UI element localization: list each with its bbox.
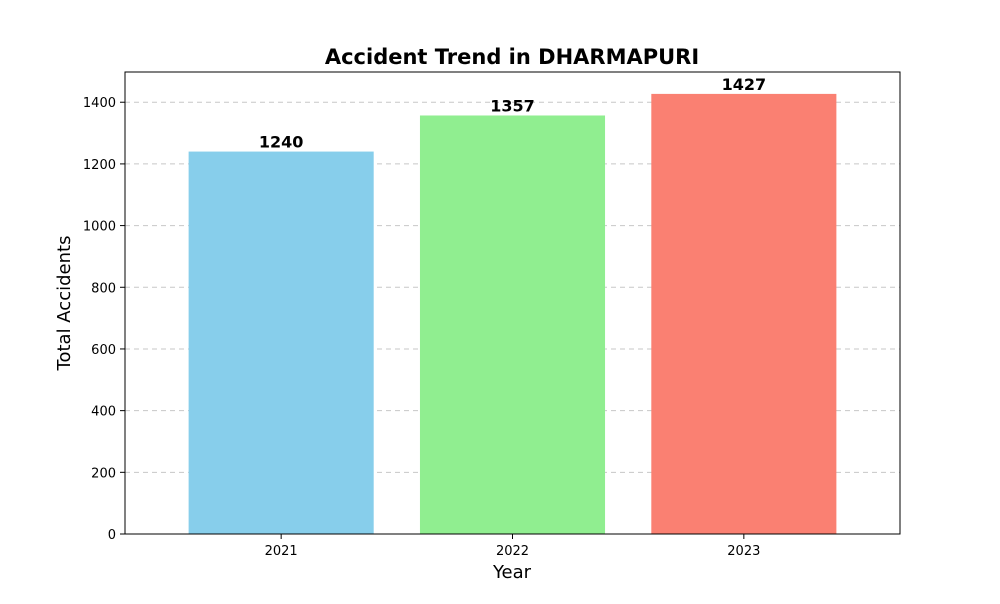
x-tick-label: 2021 xyxy=(265,544,298,559)
chart-title: Accident Trend in DHARMAPURI xyxy=(325,45,699,69)
value-label: 1357 xyxy=(490,96,535,115)
value-label: 1240 xyxy=(259,133,304,152)
y-tick-label: 1000 xyxy=(83,220,116,235)
y-tick-label: 600 xyxy=(91,343,116,358)
bars xyxy=(188,93,837,535)
y-tick-label: 800 xyxy=(91,281,116,296)
x-tick-label: 2022 xyxy=(496,544,529,559)
bar-2023 xyxy=(651,93,837,535)
x-axis-ticks: 2021 2022 2023 xyxy=(265,534,760,559)
y-tick-label: 200 xyxy=(91,466,116,481)
y-tick-label: 400 xyxy=(91,405,116,420)
value-label: 1427 xyxy=(722,75,767,94)
x-tick-label: 2023 xyxy=(727,544,760,559)
value-labels: 1240 1357 1427 xyxy=(259,75,766,152)
y-tick-label: 1200 xyxy=(83,158,116,173)
x-axis-label: Year xyxy=(492,562,532,583)
y-axis-label: Total Accidents xyxy=(54,236,75,372)
y-tick-label: 1400 xyxy=(83,96,116,111)
bar-2022 xyxy=(419,115,606,534)
y-tick-label: 0 xyxy=(108,528,116,543)
y-axis-ticks: 0 200 400 600 800 1000 1200 1400 xyxy=(83,96,125,543)
bar-2021 xyxy=(188,151,374,534)
